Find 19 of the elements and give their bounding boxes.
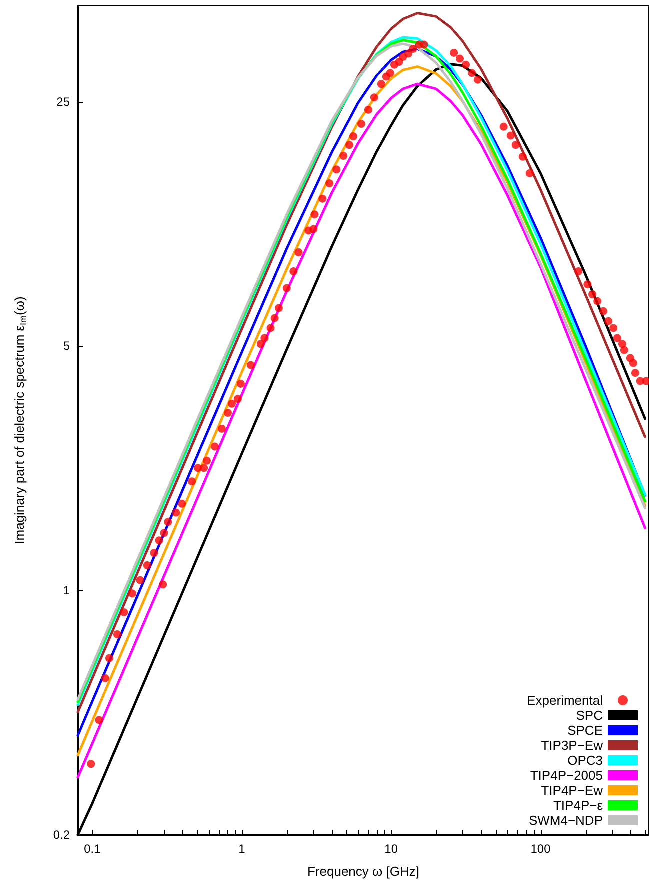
legend-label: OPC3 [568,753,603,768]
y-tick-label: 25 [56,94,70,109]
legend-label: TIP4P−Ew [541,783,604,798]
y-tick-label: 5 [63,339,70,354]
legend-label: SWM4−NDP [528,813,603,828]
x-tick-label: 10 [384,842,398,856]
legend-label: TIP3P−Ew [541,738,604,753]
legend-label: SPCE [568,723,604,738]
legend-label: TIP4P−2005 [530,768,603,783]
y-tick-label: 1 [63,584,70,598]
x-tick-label: 100 [530,842,552,856]
legend-label: SPC [576,708,603,723]
x-tick-label: 1 [238,842,246,856]
legend-label: TIP4P−ε [553,798,604,813]
y-tick-label: 0.2 [53,828,70,842]
y-axis-title: Imaginary part of dielectric spectrum εIm(ω) [12,296,28,544]
x-axis-title: Frequency ω [GHz] [307,864,420,879]
x-tick-label: 0.1 [84,842,102,856]
legend-label: Experimental [527,693,604,708]
